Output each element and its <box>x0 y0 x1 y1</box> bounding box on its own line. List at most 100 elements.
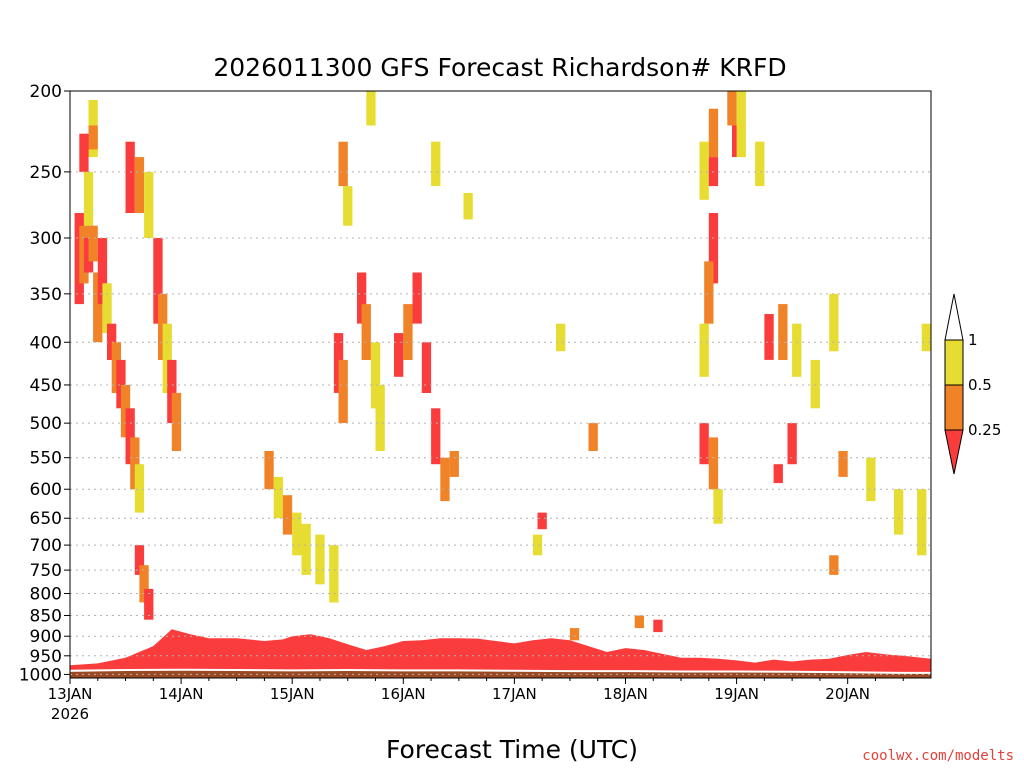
ri-cell <box>556 323 566 352</box>
ri-cell <box>829 555 839 575</box>
ri-cell <box>921 323 931 352</box>
x-tick-label: 15JAN <box>270 685 315 703</box>
ri-cell <box>463 193 473 220</box>
ri-cell <box>370 342 381 409</box>
y-tick-label: 600 <box>30 480 62 500</box>
ri-cell <box>292 512 302 556</box>
ri-cell <box>810 359 820 409</box>
ri-cell <box>338 141 348 187</box>
ri-cell <box>97 238 108 305</box>
credit-text: coolwx.com/modelts <box>862 748 1014 764</box>
ri-cell <box>440 457 450 502</box>
y-tick-label: 1000 <box>19 665 62 685</box>
ri-cell <box>421 342 432 393</box>
plot-background <box>70 91 931 678</box>
ri-cell <box>153 238 163 324</box>
colorbar-bin-orange <box>944 384 964 431</box>
ri-cell <box>653 619 663 633</box>
ri-cell <box>171 392 182 451</box>
ri-cell <box>139 565 149 603</box>
ri-cell <box>838 451 848 477</box>
ground-line <box>69 668 931 674</box>
ri-cell <box>375 384 385 451</box>
ri-cell <box>134 464 145 513</box>
x-axis-label: Forecast Time (UTC) <box>386 735 638 764</box>
chart-title: 2026011300 GFS Forecast Richardson# KRFD <box>213 53 786 82</box>
ri-cell <box>366 91 376 126</box>
ri-cell <box>634 615 644 629</box>
ri-cell <box>569 628 580 641</box>
ri-cell <box>778 304 788 360</box>
x-tick-label: 14JAN <box>159 685 204 703</box>
ri-cell <box>107 323 117 360</box>
ri-cell <box>866 457 876 502</box>
ri-cell <box>88 225 98 262</box>
ri-cell <box>93 272 103 343</box>
ri-cell <box>282 495 293 535</box>
x-tick-label: 20JAN <box>825 685 870 703</box>
ri-cell <box>829 293 839 352</box>
ri-cell <box>787 423 797 465</box>
x-tick-label: 19JAN <box>714 685 759 703</box>
richardson-cells <box>74 91 931 641</box>
ri-cell <box>83 171 94 226</box>
ri-cell <box>264 451 274 490</box>
ri-cell <box>708 108 719 158</box>
x-tick-sublabel: 2026 <box>51 705 89 723</box>
ri-cell <box>273 476 283 519</box>
ri-cell <box>134 157 145 213</box>
ri-cell <box>792 323 802 377</box>
ri-cell <box>162 323 172 393</box>
ri-cell <box>699 141 709 200</box>
surface-unstable-layer <box>70 629 931 673</box>
ri-cell <box>329 545 339 603</box>
y-tick-label: 300 <box>30 229 62 249</box>
ri-cell <box>88 125 98 150</box>
ri-cell <box>708 437 719 490</box>
ri-cell <box>125 141 135 213</box>
ri-cell <box>537 512 547 530</box>
y-tick-label: 450 <box>30 376 62 396</box>
ri-cell <box>699 323 709 377</box>
y-tick-label: 500 <box>30 414 62 434</box>
ri-cell <box>431 141 441 187</box>
ri-cell <box>708 213 719 284</box>
ri-cell <box>134 545 145 575</box>
ri-cell <box>412 272 422 324</box>
ri-cell <box>130 437 140 490</box>
ri-cell <box>713 489 723 524</box>
ri-cell <box>917 489 927 556</box>
ri-cell <box>74 213 84 305</box>
ri-cell <box>144 171 154 238</box>
y-tick-label: 750 <box>30 561 62 581</box>
colorbar: 1 0.5 0.25 <box>944 293 1001 475</box>
colorbar-lower-arrow <box>944 429 964 475</box>
ri-cell <box>315 534 325 585</box>
ri-cell <box>125 408 135 465</box>
ri-cell <box>449 451 459 477</box>
ri-cell <box>167 359 177 424</box>
y-tick-label: 250 <box>30 163 62 183</box>
ri-cell <box>301 523 311 575</box>
ri-cell <box>894 489 904 535</box>
ri-cell <box>727 91 737 126</box>
ri-cell <box>361 304 371 360</box>
x-axis: 13JAN 2026 14JAN 15JAN 16JAN 17JAN 18JAN 19JAN 2… <box>48 678 904 723</box>
y-tick-label: 800 <box>30 585 62 605</box>
x-tick-label: 16JAN <box>381 685 426 703</box>
ri-cell <box>394 333 404 377</box>
ri-cell <box>532 534 543 556</box>
ri-cell <box>79 133 89 172</box>
x-tick-label: 13JAN <box>48 685 93 703</box>
ri-cell <box>764 314 774 360</box>
ri-cell <box>699 423 709 465</box>
ri-cell <box>343 186 353 226</box>
plot-area: 200 250 300 350 400 450 500 550 600 650 700 750 8008… <box>19 82 932 723</box>
x-tick-label: 18JAN <box>603 685 648 703</box>
y-tick-label: 850 <box>30 606 62 626</box>
y-tick-label: 400 <box>30 333 62 353</box>
colorbar-label-1: 1 <box>968 331 978 349</box>
colorbar-upper-arrow <box>944 293 964 341</box>
ri-cell <box>736 91 746 158</box>
